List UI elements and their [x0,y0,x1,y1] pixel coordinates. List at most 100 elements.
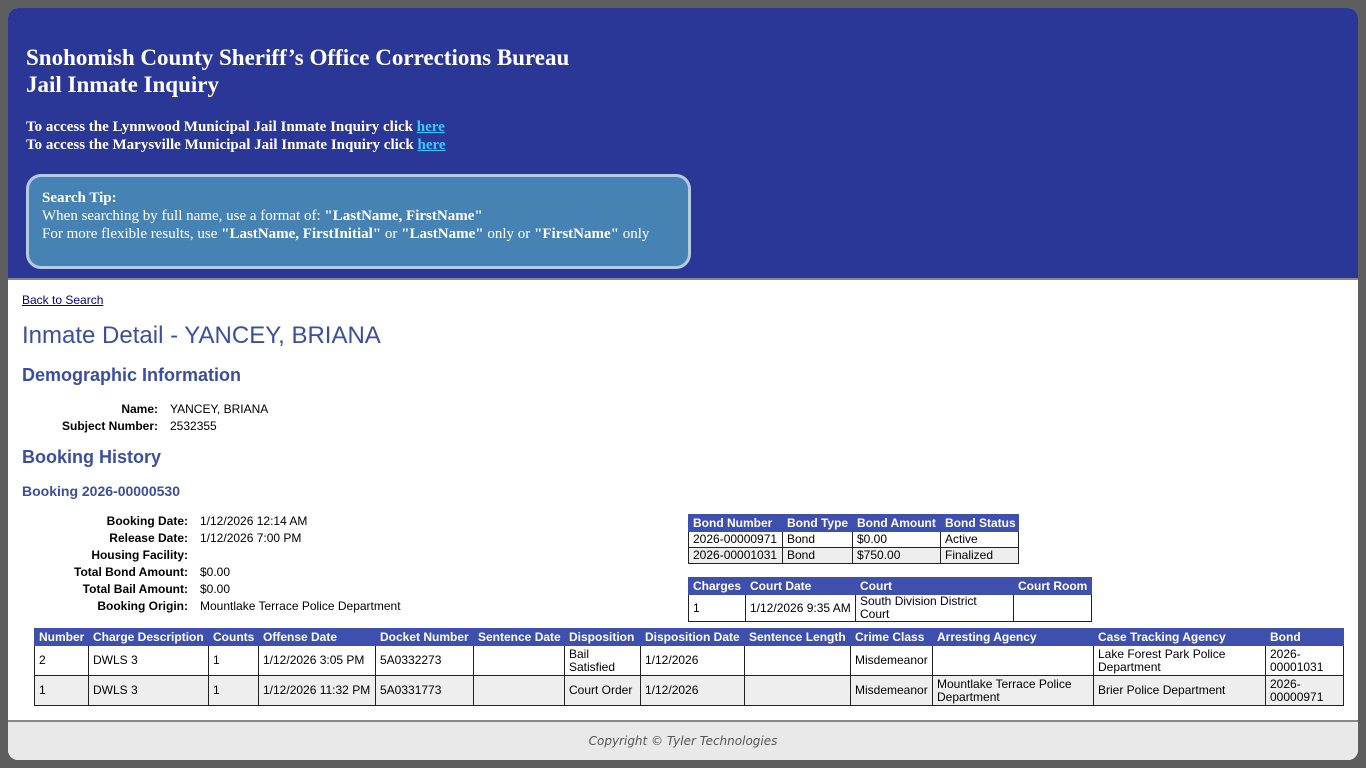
table-cell: Finalized [940,547,1019,564]
tip-text: "LastName" [401,226,484,242]
header-subtitle: Jail Inmate Inquiry [26,72,219,97]
table-cell: 2 [34,645,89,676]
column-header: Docket Number [375,628,474,646]
access-text: To access the Marysville Municipal Jail … [26,137,414,153]
table-cell: South Division District Court [855,594,1014,622]
tip-text: or [381,226,402,242]
field-value: $0.00 [200,565,231,579]
column-header: Crime Class [850,628,933,646]
table-cell: 1/12/2026 [640,645,745,676]
table-cell: 5A0332273 [375,645,474,676]
table-cell: 5A0331773 [375,675,474,706]
access-text: To access the Lynnwood Municipal Jail In… [26,119,413,135]
table-cell: 1/12/2026 [640,675,745,706]
table-cell: 1 [34,675,89,706]
table-row: 2026-00001031 Bond $750.00 Finalized [688,547,1019,564]
table-row: 2026-00000971 Bond $0.00 Active [688,531,1019,548]
table-cell [1013,594,1092,622]
table-row: 2 DWLS 3 1 1/12/2026 3:05 PM 5A0332273 Bail S… [34,645,1344,676]
back-link[interactable]: Back to Search [22,293,104,307]
field-label: Booking Origin: [97,599,188,613]
tip-text: "LastName, FirstName" [324,208,483,224]
column-header: Bond Type [782,514,853,532]
column-header: Bond [1265,628,1344,646]
table-cell: $0.00 [852,531,941,548]
table-cell: DWLS 3 [88,675,209,706]
table-cell: 2026-00001031 [688,547,783,564]
table-cell: 1/12/2026 11:32 PM [258,675,376,706]
tip-text: only or [483,226,535,242]
booking-title: Booking 2026-00000530 [22,483,180,499]
column-header: Charges [688,577,746,595]
tip-line: When searching by full name, use a forma… [42,207,688,225]
header-row: Bond Number Bond Type Bond Amount Bond Stat… [688,514,1019,532]
access-link[interactable]: here [417,137,446,153]
header-row: Charges Court Date Court Court Room [688,577,1092,595]
table-row: 1 1/12/2026 9:35 AM South Division Distric… [688,594,1092,622]
table-cell: Misdemeanor [850,645,933,676]
column-header: Arresting Agency [932,628,1094,646]
charges-table: Number Charge Description Counts Offense Da… [34,628,1344,706]
table-cell: DWLS 3 [88,645,209,676]
field-value: 1/12/2026 12:14 AM [200,514,308,528]
table-cell: 2026-00000971 [1265,675,1344,706]
table-cell: 2026-00001031 [1265,645,1344,676]
column-header: Bond Number [688,514,783,532]
table-cell [744,645,851,676]
table-cell: 2026-00000971 [688,531,783,548]
table-cell: $750.00 [852,547,941,564]
table-cell: 1 [208,675,259,706]
tip-text: only [619,226,650,242]
field-label: Total Bail Amount: [82,582,188,596]
table-cell [744,675,851,706]
field-value: 2532355 [170,419,217,433]
access-link[interactable]: here [416,119,445,135]
column-header: Court [855,577,1014,595]
access-line: To access the Marysville Municipal Jail … [26,137,446,154]
table-cell [932,645,1094,676]
table-cell: Brier Police Department [1093,675,1266,706]
field-value: $0.00 [200,582,231,596]
column-header: Number [34,628,89,646]
table-cell: 1 [688,594,746,622]
column-header: Sentence Length [744,628,851,646]
column-header: Court Date [745,577,856,595]
column-header: Case Tracking Agency [1093,628,1266,646]
column-header: Disposition [564,628,641,646]
table-cell: Court Order [564,675,641,706]
access-line: To access the Lynnwood Municipal Jail In… [26,119,445,136]
tip-text: "LastName, FirstInitial" [221,226,382,242]
table-cell: Bail Satisfied [564,645,641,676]
table-row: 1 DWLS 3 1 1/12/2026 11:32 PM 5A0331773 Court… [34,675,1344,706]
tip-text: "FirstName" [534,226,619,242]
header-title: Snohomish County Sheriff’s Office Correc… [26,45,570,70]
table-cell: Misdemeanor [850,675,933,706]
table-cell: Mountlake Terrace Police Department [932,675,1094,706]
field-label: Total Bond Amount: [74,565,188,579]
column-header: Disposition Date [640,628,745,646]
tip-text: For more flexible results, use [42,226,222,242]
section-heading: Demographic Information [22,365,242,385]
table-cell: Bond [782,547,853,564]
table-cell [473,675,565,706]
detail-title: Inmate Detail - YANCEY, BRIANA [22,322,381,349]
frame: Snohomish County Sheriff’s Office Correc… [8,8,1358,760]
tip-line: For more flexible results, use "LastName… [42,225,688,243]
table-cell: Active [940,531,1019,548]
column-header: Court Room [1013,577,1092,595]
column-header: Charge Description [88,628,209,646]
table-cell [473,645,565,676]
field-label: Name: [121,402,158,416]
table-cell: 1/12/2026 9:35 AM [745,594,856,622]
field-label: Subject Number: [61,419,158,433]
table-cell: Lake Forest Park Police Department [1093,645,1266,676]
table-cell: 1 [208,645,259,676]
column-header: Counts [208,628,259,646]
tip-text: When searching by full name, use a forma… [42,208,325,224]
field-value: YANCEY, BRIANA [170,402,269,416]
field-label: Housing Facility: [91,548,188,562]
bonds-table: Bond Number Bond Type Bond Amount Bond Stat… [688,514,1019,564]
column-header: Bond Amount [852,514,941,532]
tip-title: Search Tip: [42,190,117,206]
